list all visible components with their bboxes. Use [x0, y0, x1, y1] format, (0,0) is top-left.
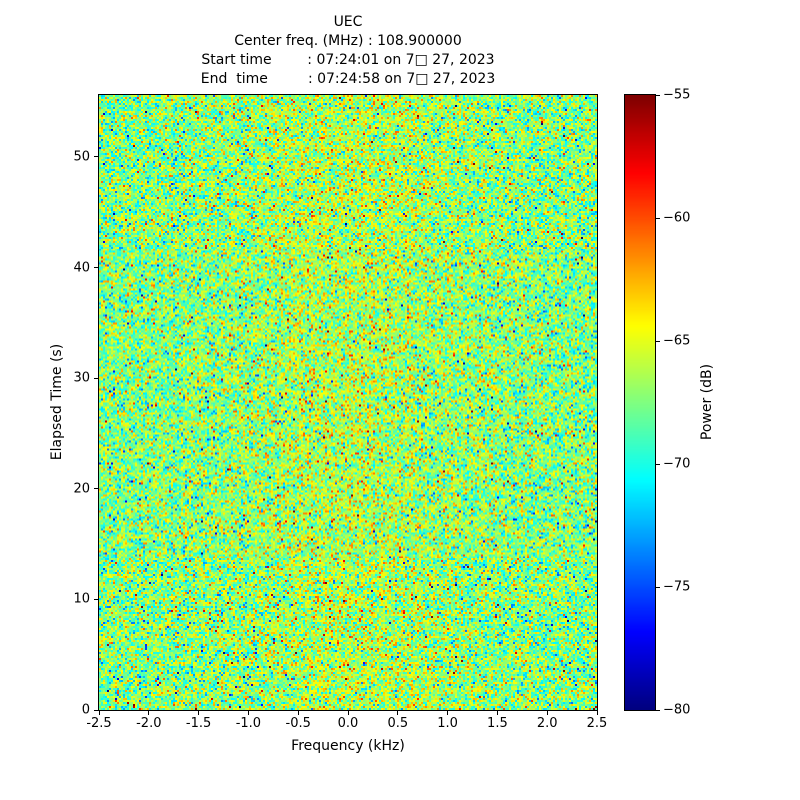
y-axis-ticks [94, 95, 98, 711]
y-tick [94, 267, 98, 269]
y-tick [94, 709, 98, 711]
center-freq-line: Center freq. (MHz) : 108.900000 [234, 33, 462, 49]
figure-title: UEC [333, 14, 363, 30]
colorbar-tick-label: −60 [663, 210, 691, 226]
y-tick-label: 40 [73, 260, 90, 276]
y-tick [94, 377, 98, 379]
x-tick [347, 711, 349, 715]
start-time-line: Start time : 07:24:01 on 7□ 27, 2023 [201, 52, 495, 68]
x-tick [596, 711, 598, 715]
colorbar-tick-label: −75 [663, 579, 691, 595]
x-tick-label: 2.5 [586, 716, 608, 731]
x-tick-label: 0.0 [337, 716, 359, 731]
y-tick-label: 20 [73, 481, 90, 497]
y-tick-label: 50 [73, 149, 90, 165]
figure-header: UEC Center freq. (MHz) : 108.900000 Star… [0, 13, 696, 89]
colorbar-tick [656, 586, 660, 588]
y-tick [94, 598, 98, 600]
x-tick [247, 711, 249, 715]
x-tick-label: 1.0 [437, 716, 458, 731]
x-tick [198, 711, 200, 715]
colorbar-canvas [625, 95, 655, 710]
colorbar-tick-label: −65 [663, 333, 691, 349]
x-tick [297, 711, 299, 715]
colorbar-label: Power (dB) [699, 363, 715, 441]
x-axis-tick-labels: -2.5 -2.0 -1.5 -1.0 -0.5 0.0 0.5 1.0 1.5 2.0 2.5 [86, 716, 607, 732]
colorbar-tick [656, 217, 660, 219]
y-axis-tick-labels: 0 10 20 30 40 50 [0, 95, 90, 717]
colorbar-tick [656, 94, 660, 96]
x-tick-label: -2.5 [86, 716, 112, 731]
x-tick [496, 711, 498, 715]
colorbar-tick [656, 709, 660, 711]
colorbar-tick [656, 463, 660, 465]
end-time-line: End time : 07:24:58 on 7□ 27, 2023 [200, 71, 496, 87]
x-tick-label: -2.0 [136, 716, 162, 731]
colorbar-tick-label: −55 [663, 87, 691, 103]
y-tick [94, 488, 98, 490]
colorbar-ticks [656, 94, 660, 711]
colorbar-tick [656, 340, 660, 342]
x-axis-ticks [98, 711, 598, 717]
y-tick [94, 156, 98, 158]
x-tick-label: -0.5 [285, 716, 311, 731]
x-tick [546, 711, 548, 715]
plot-area [98, 94, 598, 711]
x-tick-label: 0.5 [387, 716, 409, 731]
colorbar-tick-label: −80 [663, 702, 691, 718]
colorbar-tick-labels: −55 −60 −65 −70 −75 −80 [663, 88, 703, 718]
x-tick [447, 711, 449, 715]
x-tick [148, 711, 150, 715]
y-tick-label: 0 [81, 702, 90, 718]
x-tick [98, 711, 100, 715]
colorbar [624, 94, 656, 711]
x-tick-label: 2.0 [536, 716, 558, 731]
x-tick-label: -1.0 [235, 716, 262, 731]
y-tick-label: 10 [73, 591, 90, 607]
y-axis-label: Elapsed Time (s) [49, 343, 65, 461]
x-axis-label: Frequency (kHz) [291, 738, 405, 754]
colorbar-tick-label: −70 [663, 456, 691, 472]
y-tick-label: 30 [73, 370, 90, 386]
x-tick-label: -1.5 [185, 716, 212, 731]
spectrogram-canvas [99, 95, 597, 710]
x-tick-label: 1.5 [487, 716, 508, 731]
x-tick [397, 711, 399, 715]
